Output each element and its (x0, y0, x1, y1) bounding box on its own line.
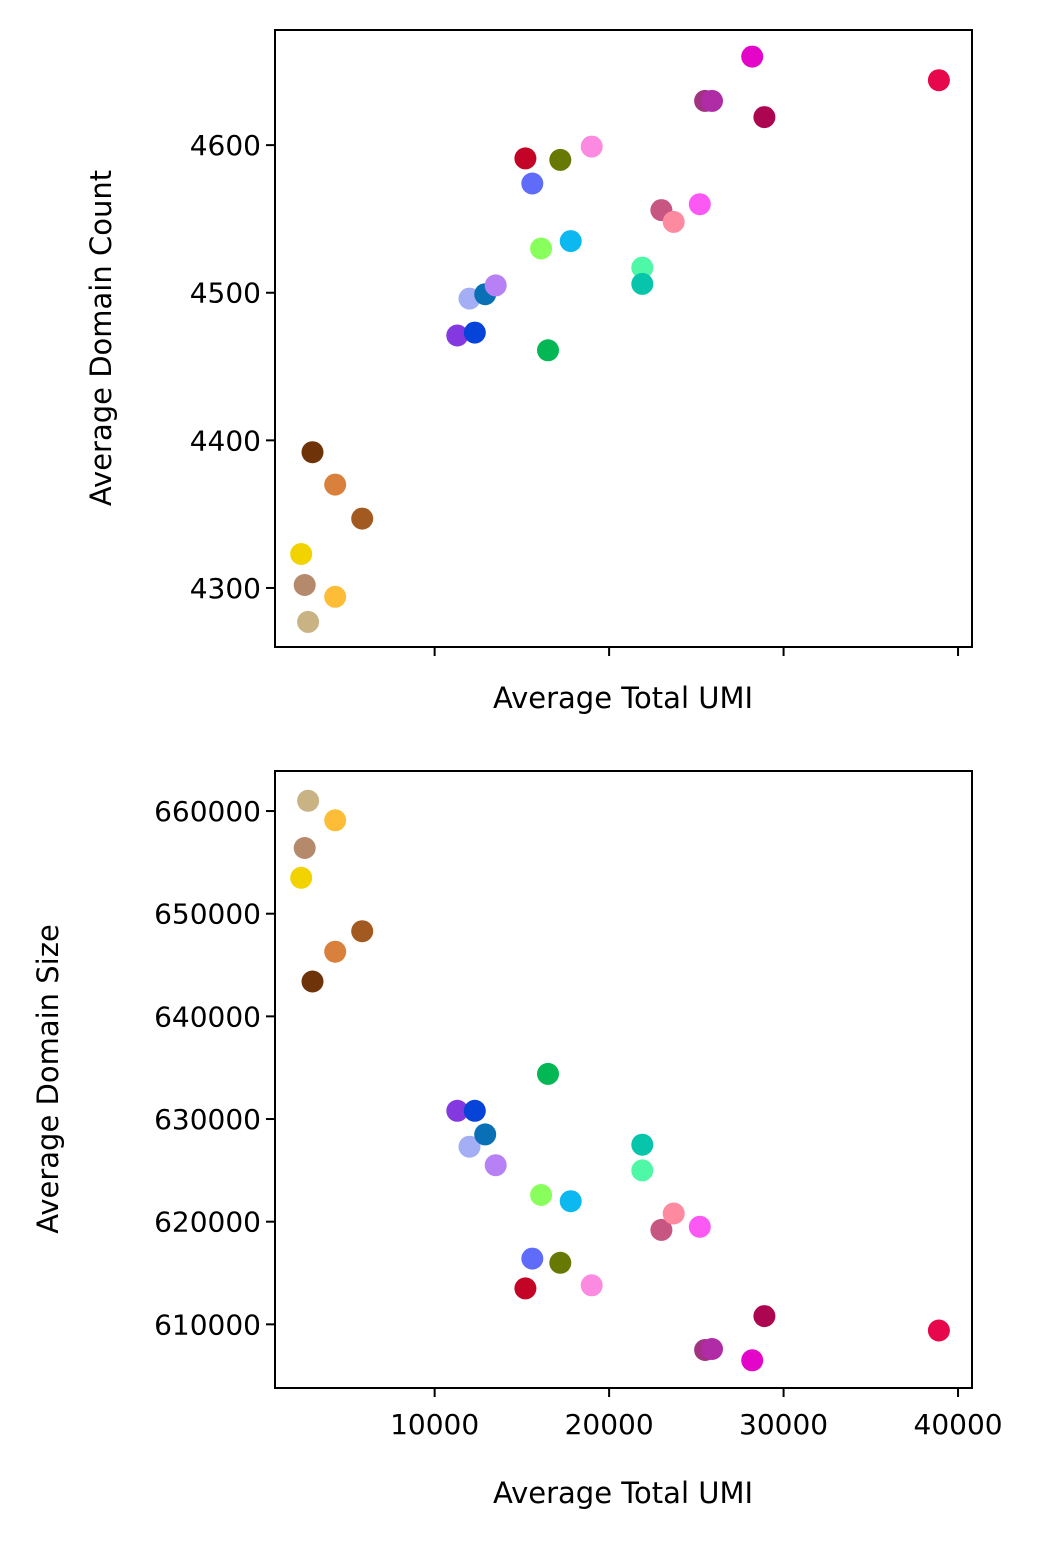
domain-size-y-tick-label-0: 610000 (154, 1308, 261, 1341)
domain-size-point-5 (324, 809, 347, 832)
domain-size-plot-frame (274, 770, 973, 1389)
domain-size-y-axis-label: Average Domain Size (31, 924, 65, 1234)
domain-count-point-4 (324, 473, 347, 496)
domain-count-point-1 (293, 574, 316, 596)
domain-size-point-9 (463, 1099, 486, 1122)
domain-count-point-13 (521, 172, 544, 195)
domain-count-y-tick-label-0: 4300 (190, 572, 261, 605)
domain-count-point-22 (662, 210, 685, 233)
domain-size-point-12 (514, 1277, 537, 1300)
domain-size-point-2 (297, 789, 320, 812)
domain-count-point-9 (463, 321, 486, 344)
domain-size-point-7 (446, 1099, 469, 1122)
domain-size-point-21 (650, 1218, 673, 1241)
domain-size-point-14 (530, 1184, 553, 1206)
domain-count-point-28 (927, 69, 950, 92)
domain-size-point-20 (631, 1133, 654, 1156)
domain-size-point-15 (537, 1062, 559, 1085)
domain-size-point-23 (688, 1215, 711, 1238)
domain-count-point-17 (559, 230, 582, 253)
domain-size-point-1 (293, 837, 316, 859)
domain-count-x-axis-label: Average Total UMI (493, 681, 753, 715)
domain-count-point-25 (701, 89, 723, 112)
domain-size-point-3 (301, 970, 324, 993)
domain-size-x-tick-label-3: 40000 (914, 1408, 1003, 1441)
domain-count-point-15 (537, 339, 559, 362)
domain-size-point-26 (741, 1349, 764, 1372)
domain-size-point-17 (559, 1190, 582, 1213)
domain-size-point-19 (631, 1159, 654, 1182)
domain-count-y-axis-label: Average Domain Count (84, 170, 118, 506)
domain-size-point-4 (324, 940, 347, 963)
domain-size-point-18 (580, 1274, 603, 1297)
domain-size-point-22 (662, 1202, 685, 1225)
domain-size-point-28 (927, 1319, 950, 1342)
domain-count-plot-frame (274, 29, 973, 648)
domain-count-point-19 (631, 256, 654, 279)
domain-size-y-tick-label-5: 660000 (154, 795, 261, 828)
domain-size-point-6 (351, 920, 374, 943)
domain-count-y-tick-label-1: 4400 (190, 424, 261, 457)
domain-size-point-13 (521, 1247, 544, 1270)
domain-count-scatter-plot: 4300 4400 4500 4600 Average Total UMI Avera… (84, 29, 973, 715)
domain-count-point-16 (549, 148, 572, 171)
domain-size-x-axis-label: Average Total UMI (493, 1476, 753, 1510)
domain-count-point-6 (351, 507, 374, 530)
domain-count-point-3 (301, 441, 324, 464)
domain-size-point-0 (290, 866, 313, 889)
domain-size-point-27 (753, 1305, 776, 1328)
domain-size-scatter-plot: 10000 20000 30000 40000 6100006200006300006… (31, 770, 1003, 1510)
domain-count-point-0 (290, 543, 313, 565)
domain-count-point-7 (446, 324, 469, 347)
domain-count-point-5 (324, 585, 347, 608)
domain-size-point-11 (484, 1154, 507, 1177)
domain-size-x-axis: 10000 20000 30000 40000 (390, 1388, 1003, 1441)
domain-size-point-10 (474, 1123, 497, 1146)
domain-size-y-tick-label-2: 630000 (154, 1103, 261, 1136)
domain-count-point-2 (297, 610, 320, 633)
domain-count-point-11 (484, 274, 507, 297)
domain-size-point-8 (458, 1135, 481, 1158)
domain-count-y-tick-label-3: 4600 (190, 129, 261, 162)
domain-count-point-27 (753, 106, 776, 129)
domain-count-point-26 (741, 45, 764, 68)
domain-size-points (290, 789, 950, 1372)
domain-size-point-16 (549, 1251, 572, 1274)
domain-count-point-20 (631, 272, 654, 295)
domain-size-y-tick-label-3: 640000 (154, 1000, 261, 1033)
domain-count-point-14 (530, 237, 553, 260)
domain-size-y-tick-label-4: 650000 (154, 898, 261, 931)
domain-size-x-tick-label-0: 10000 (390, 1408, 479, 1441)
domain-count-y-axis: 4300 4400 4500 4600 (190, 129, 275, 605)
domain-size-x-tick-label-2: 30000 (739, 1408, 828, 1441)
domain-count-points (290, 45, 950, 633)
domain-count-x-axis (433, 647, 960, 656)
domain-size-y-tick-label-1: 620000 (154, 1206, 261, 1239)
domain-count-point-12 (514, 147, 537, 170)
domain-count-y-tick-label-2: 4500 (190, 277, 261, 310)
domain-count-point-23 (688, 193, 711, 216)
domain-size-y-axis: 610000 620000 630000 640000 650000 660000 (154, 795, 275, 1341)
domain-size-x-tick-label-1: 20000 (565, 1408, 654, 1441)
domain-size-point-25 (701, 1338, 723, 1360)
domain-count-point-18 (580, 135, 603, 158)
